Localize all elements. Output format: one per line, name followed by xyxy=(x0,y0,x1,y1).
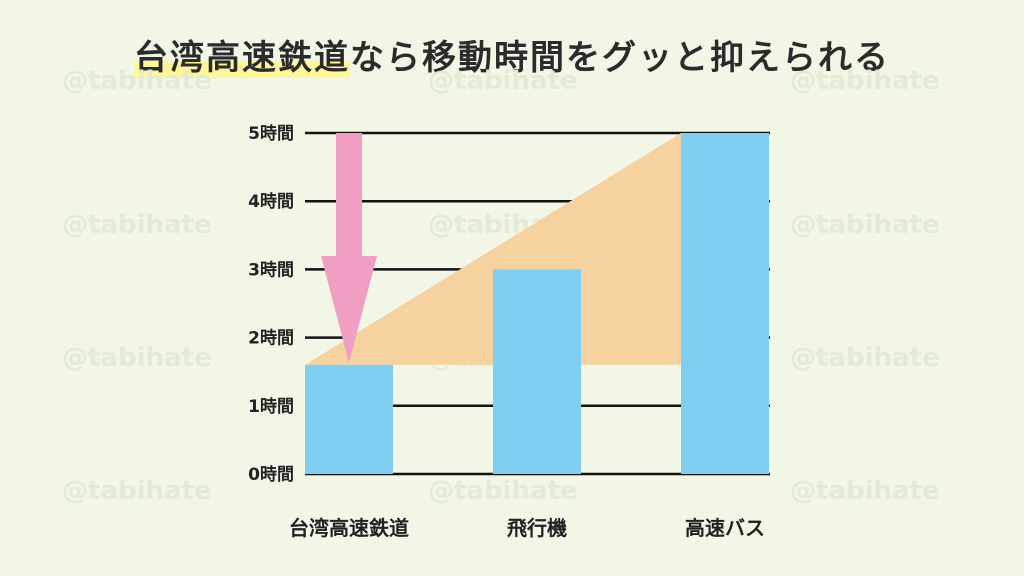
watermark: @tabihate xyxy=(62,66,212,96)
difference-band xyxy=(305,133,681,365)
y-tick-label: 2時間 xyxy=(248,328,294,349)
bar xyxy=(305,364,393,474)
y-tick-label: 4時間 xyxy=(248,191,294,212)
watermark: @tabihate xyxy=(790,476,940,506)
title-rest: なら移動時間をグッと抑えられる xyxy=(350,38,890,78)
page-title: 台湾高速鉄道なら移動時間をグッと抑えられる xyxy=(0,30,1024,79)
bar xyxy=(681,133,769,474)
x-category-label: 高速バス xyxy=(685,516,765,540)
title-highlight: 台湾高速鉄道 xyxy=(134,38,350,78)
watermark: @tabihate xyxy=(790,343,940,373)
watermark: @tabihate xyxy=(428,476,578,506)
x-category-label: 台湾高速鉄道 xyxy=(289,516,409,540)
y-tick-label: 5時間 xyxy=(248,123,294,144)
watermark: @tabihate xyxy=(790,210,940,240)
watermark: @tabihate xyxy=(428,66,578,96)
bar xyxy=(493,269,581,474)
watermark: @tabihate xyxy=(62,210,212,240)
down-arrow-icon xyxy=(321,133,377,363)
x-category-label: 飛行機 xyxy=(507,516,567,540)
y-tick-label: 0時間 xyxy=(248,464,294,485)
y-tick-label: 1時間 xyxy=(248,396,294,417)
watermark: @tabihate xyxy=(790,66,940,96)
y-tick-label: 3時間 xyxy=(248,259,294,280)
watermark: @tabihate xyxy=(62,343,212,373)
watermark: @tabihate xyxy=(62,476,212,506)
